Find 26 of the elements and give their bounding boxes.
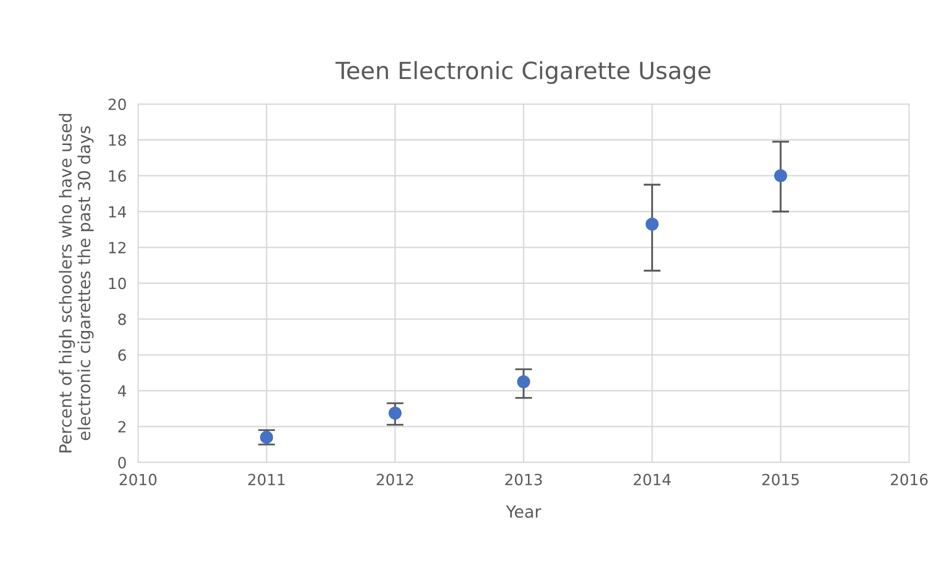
y-tick-label: 0 [118,456,126,468]
x-tick-label: 2010 [120,474,156,486]
y-tick-label: 6 [118,349,126,361]
y-tick-label: 8 [118,314,126,326]
y-tick-label: 4 [118,385,126,397]
point [260,430,274,444]
y-axis-title: Percent of high schoolers who have used electronic cigarettes the past 30 days [58,114,94,452]
point [774,169,788,182]
x-tick-label: 2012 [376,474,413,486]
point [517,375,530,388]
x-tick-label: 2016 [890,474,928,486]
chart-title: Teen Electronic Cigarette Usage [335,61,710,84]
y-tick-label: 14 [109,206,126,218]
x-tick-label: 2011 [248,474,285,486]
y-tick-label: 10 [109,278,126,290]
point [646,218,659,231]
point [388,406,402,420]
x-axis-title: Year [506,505,542,518]
x-tick-label: 2013 [505,474,542,486]
x-tick-label: 2014 [634,474,671,486]
y-tick-label: 16 [109,170,126,182]
y-tick-label: 20 [108,98,126,110]
y-tick-label: 12 [109,242,126,254]
x-tick-label: 2015 [762,474,799,486]
y-tick-label: 2 [118,421,126,432]
y-tick-label: 18 [109,134,126,146]
